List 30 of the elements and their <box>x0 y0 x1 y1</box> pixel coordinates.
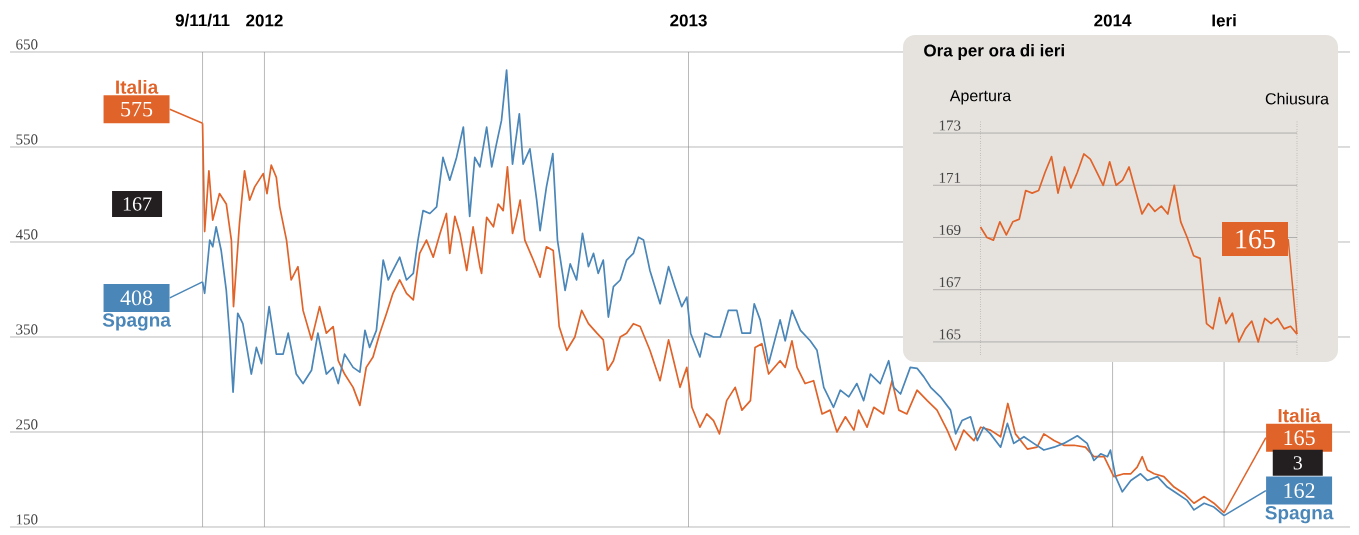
data-label: 408 <box>120 290 153 306</box>
chart-title: Ora per ora di ieri <box>924 44 1064 60</box>
y-tick-label: 350 <box>16 324 38 335</box>
text: Italia <box>116 79 159 94</box>
data-label: 165 <box>1236 229 1275 249</box>
annotation: 167 <box>123 197 152 211</box>
legend-label: Spagna <box>102 313 171 331</box>
data-label: 575 <box>121 101 153 117</box>
y-tick-label: 173 <box>939 120 961 131</box>
y-tick-label: 165 <box>939 329 961 340</box>
y-tick-label: 550 <box>16 134 38 145</box>
data-label: 162 <box>1284 483 1315 498</box>
y-tick-label: 169 <box>939 224 961 235</box>
y-tick-label: 167 <box>939 277 961 288</box>
x-tick-label: Apertura <box>949 90 1012 105</box>
x-tick-label: 2014 <box>1094 14 1132 27</box>
x-tick-label: Chiusura <box>1265 92 1329 105</box>
text: Italia <box>1278 408 1321 423</box>
y-tick-label: 650 <box>16 39 38 50</box>
x-tick-label: 2012 <box>246 14 283 27</box>
x-tick-label: Ieri <box>1212 13 1236 27</box>
data-label: 165 <box>1284 430 1315 446</box>
y-tick-label: 450 <box>15 229 38 240</box>
x-tick-label: 9/11/11 <box>175 13 230 27</box>
y-tick-label: 150 <box>16 514 38 525</box>
x-tick-label: 2013 <box>670 14 707 27</box>
y-tick-label: 171 <box>939 172 961 183</box>
annotation: 3 <box>1293 456 1302 470</box>
y-tick-label: 250 <box>16 419 38 430</box>
text: Spagna <box>1265 505 1334 524</box>
